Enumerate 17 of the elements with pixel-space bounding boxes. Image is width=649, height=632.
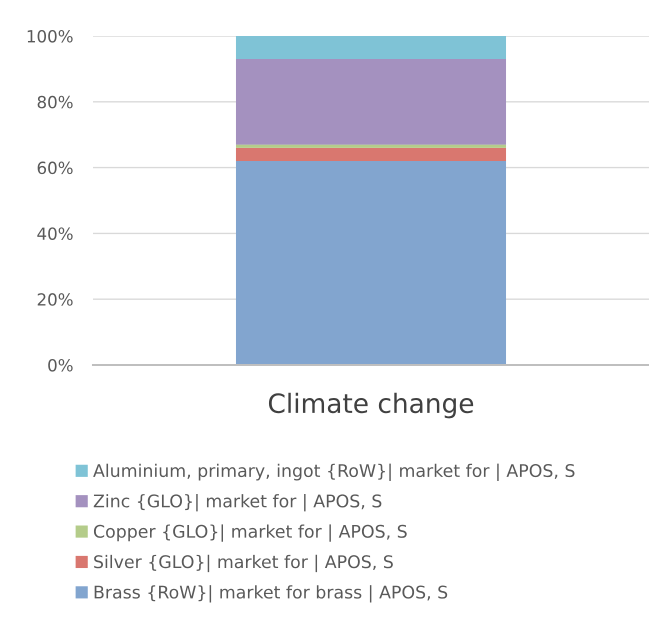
bar xyxy=(236,36,506,60)
y-tick-label: 20% xyxy=(38,293,73,306)
y-tick-label: 80% xyxy=(38,96,73,108)
y-tick-label: 100% xyxy=(28,30,73,43)
x-tick-label: Climate change xyxy=(268,392,474,418)
legend-label: Zinc {GLO}| market for | APOS, S xyxy=(94,494,382,512)
y-tick-label: 60% xyxy=(38,162,73,174)
y-tick-label: 0% xyxy=(48,358,73,372)
y-tick-label: 40% xyxy=(37,227,73,240)
bar xyxy=(236,161,506,365)
bar xyxy=(236,148,506,162)
legend-label: Silver {GLO}| market for | APOS, S xyxy=(94,554,393,572)
bar xyxy=(236,144,506,148)
legend-label: Copper {GLO}| market for | APOS, S xyxy=(94,524,407,542)
legend-label: Aluminium, primary, ingot {RoW}| market for | APOS, S xyxy=(93,464,575,481)
bar xyxy=(236,59,506,145)
legend-label: Brass {RoW}| market for brass | APOS, S xyxy=(94,585,448,603)
